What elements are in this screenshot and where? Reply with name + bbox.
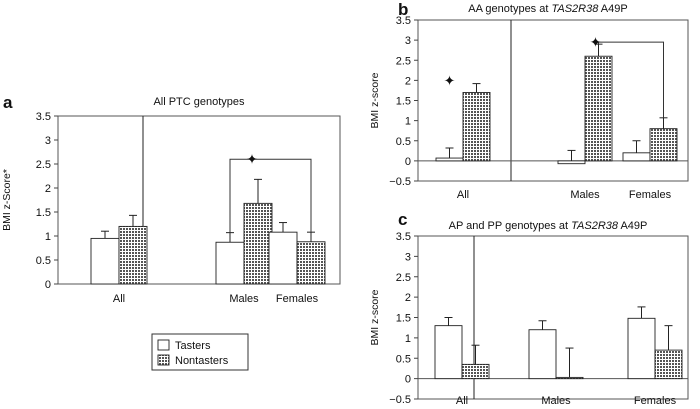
panel-c: −0.5 0 0.5 1 1.5 2 2.5 3 3.5 BMI z-score AP and PP… xyxy=(369,210,689,407)
y-tick-label: 2 xyxy=(405,292,411,304)
category-label: Males xyxy=(229,293,259,305)
category-label: Males xyxy=(541,395,571,407)
bar-tasters-females xyxy=(622,152,651,162)
y-tick-label: 1.5 xyxy=(396,313,411,325)
y-tick-label: −0.5 xyxy=(389,394,411,406)
y-tick-label: 1 xyxy=(405,116,411,128)
y-tick-label: 0 xyxy=(405,156,411,168)
y-axis-label: BMI z-Score* xyxy=(1,169,13,231)
legend: Tasters Nontasters xyxy=(151,333,249,371)
panel-a: 0 0.5 1 1.5 2 2.5 3 3.5 BMI z-Score* All PTC geno… xyxy=(1,93,341,305)
category-label: Females xyxy=(634,395,677,407)
legend-label: Nontasters xyxy=(175,355,229,367)
bar-nontasters-females xyxy=(649,128,678,162)
bar-tasters-males xyxy=(557,160,586,165)
panel-letter: c xyxy=(398,210,407,229)
y-tick-label: −0.5 xyxy=(389,176,411,188)
bar-nontasters-all xyxy=(462,91,491,162)
bar-nontasters-females xyxy=(654,349,683,380)
y-axis-label: BMI z-score xyxy=(369,289,381,345)
y-tick-label: 1 xyxy=(45,231,51,243)
bar-tasters-males xyxy=(528,329,557,380)
panel-letter: a xyxy=(3,93,13,112)
legend-label: Tasters xyxy=(175,340,211,352)
panel-letter: b xyxy=(398,0,408,19)
bar-tasters-males xyxy=(215,241,245,285)
category-label: All xyxy=(457,189,469,201)
y-axis-label: BMI z-score xyxy=(369,72,381,128)
panel-title: AP and PP genotypes at TAS2R38 A49P xyxy=(449,220,648,232)
bar-tasters-females xyxy=(627,317,656,380)
category-label: All xyxy=(113,293,125,305)
y-tick-label: 2 xyxy=(405,75,411,87)
bar-nontasters-all xyxy=(118,225,148,285)
y-tick-label: 1.5 xyxy=(396,96,411,108)
panel-b: −0.5 0 0.5 1 1.5 2 2.5 3 3.5 BMI z-score AA genoty… xyxy=(369,0,689,201)
significance-marker: ✦ xyxy=(590,34,602,50)
y-tick-label: 3.5 xyxy=(396,231,411,243)
category-label: Males xyxy=(570,189,600,201)
y-tick-label: 3.5 xyxy=(36,111,51,123)
significance-bracket xyxy=(229,158,312,233)
bar-nontasters-males xyxy=(584,55,613,162)
bar-nontasters-all xyxy=(461,363,490,380)
y-tick-label: 2.5 xyxy=(396,272,411,284)
plot-frame xyxy=(57,115,341,285)
y-tick-label: 2.5 xyxy=(36,159,51,171)
y-tick-label: 0 xyxy=(45,279,51,291)
bar-tasters-all xyxy=(435,157,464,162)
panel-title: AA genotypes at TAS2R38 A49P xyxy=(468,3,627,15)
bar-tasters-all xyxy=(90,237,120,285)
y-tick-label: 1.5 xyxy=(36,207,51,219)
bar-nontasters-males xyxy=(555,376,584,380)
bar-nontasters-females xyxy=(296,241,326,285)
y-tick-label: 2 xyxy=(45,183,51,195)
y-tick-label: 3 xyxy=(405,35,411,47)
category-label: All xyxy=(456,395,468,407)
y-tick-label: 2.5 xyxy=(396,55,411,67)
category-label: Females xyxy=(629,189,672,201)
y-tick-label: 0.5 xyxy=(36,255,51,267)
y-tick-label: 1 xyxy=(405,333,411,345)
legend-swatch xyxy=(157,354,170,366)
significance-marker: ✦ xyxy=(246,151,258,167)
category-label: Females xyxy=(276,293,319,305)
bar-nontasters-males xyxy=(243,202,273,285)
significance-marker: ✦ xyxy=(444,72,456,88)
y-tick-label: 0.5 xyxy=(396,136,411,148)
bar-tasters-females xyxy=(268,231,298,285)
y-tick-label: 3 xyxy=(45,135,51,147)
y-tick-label: 0 xyxy=(405,374,411,386)
y-tick-label: 0.5 xyxy=(396,353,411,365)
bar-tasters-all xyxy=(434,325,463,380)
panel-title: All PTC genotypes xyxy=(153,96,245,108)
legend-swatch xyxy=(157,339,170,351)
y-tick-label: 3.5 xyxy=(396,15,411,27)
y-tick-label: 3 xyxy=(405,251,411,263)
significance-bracket xyxy=(598,41,664,118)
